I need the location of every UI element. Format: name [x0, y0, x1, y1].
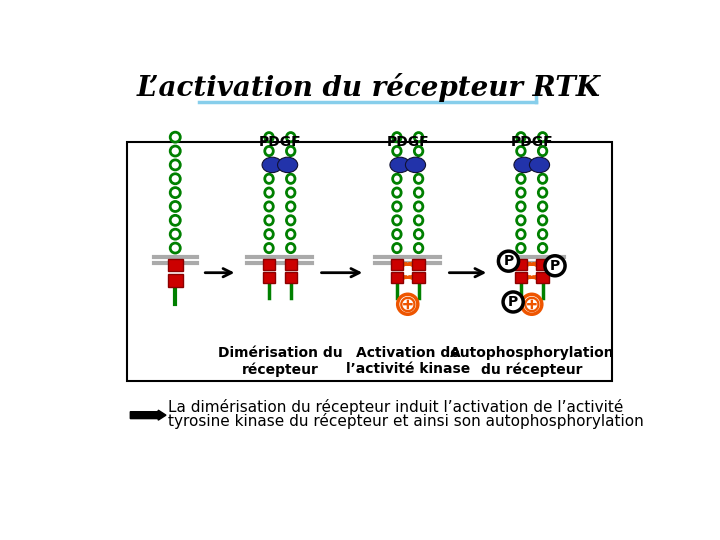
Ellipse shape [390, 157, 410, 173]
Circle shape [545, 256, 565, 276]
Text: L’activation du récepteur RTK: L’activation du récepteur RTK [137, 73, 601, 103]
Ellipse shape [262, 157, 282, 173]
FancyBboxPatch shape [263, 272, 275, 283]
FancyBboxPatch shape [536, 272, 549, 283]
Text: PDGF: PDGF [387, 136, 429, 150]
FancyBboxPatch shape [284, 272, 297, 283]
FancyBboxPatch shape [263, 259, 275, 269]
Text: P: P [550, 259, 560, 273]
FancyBboxPatch shape [413, 272, 425, 283]
Text: P: P [503, 254, 513, 268]
FancyBboxPatch shape [168, 274, 183, 287]
FancyBboxPatch shape [413, 259, 425, 269]
Text: PDGF: PDGF [510, 136, 553, 150]
FancyBboxPatch shape [284, 259, 297, 269]
FancyBboxPatch shape [391, 259, 403, 269]
Circle shape [498, 251, 518, 271]
FancyBboxPatch shape [536, 259, 549, 269]
Circle shape [503, 292, 523, 312]
Text: PDGF: PDGF [258, 136, 301, 150]
Text: P: P [508, 295, 518, 309]
Text: La dimérisation du récepteur induit l’activation de l’activité: La dimérisation du récepteur induit l’ac… [168, 400, 623, 415]
Text: Activation de
l’activité kinase: Activation de l’activité kinase [346, 346, 470, 376]
FancyBboxPatch shape [515, 259, 527, 269]
FancyBboxPatch shape [391, 272, 403, 283]
FancyBboxPatch shape [515, 272, 527, 283]
Circle shape [397, 294, 418, 314]
Ellipse shape [529, 157, 549, 173]
FancyBboxPatch shape [127, 142, 612, 381]
FancyArrow shape [130, 410, 166, 420]
Text: ⊕: ⊕ [398, 292, 418, 316]
Circle shape [522, 294, 542, 314]
Text: ⊕: ⊕ [522, 292, 541, 316]
Text: tyrosine kinase du récepteur et ainsi son autophosphorylation: tyrosine kinase du récepteur et ainsi so… [168, 413, 643, 429]
Text: Autophosphorylation
du récepteur: Autophosphorylation du récepteur [449, 346, 614, 377]
Ellipse shape [405, 157, 426, 173]
Ellipse shape [514, 157, 534, 173]
Ellipse shape [277, 157, 297, 173]
Text: Dimérisation du
récepteur: Dimérisation du récepteur [217, 346, 342, 377]
FancyBboxPatch shape [168, 259, 183, 271]
